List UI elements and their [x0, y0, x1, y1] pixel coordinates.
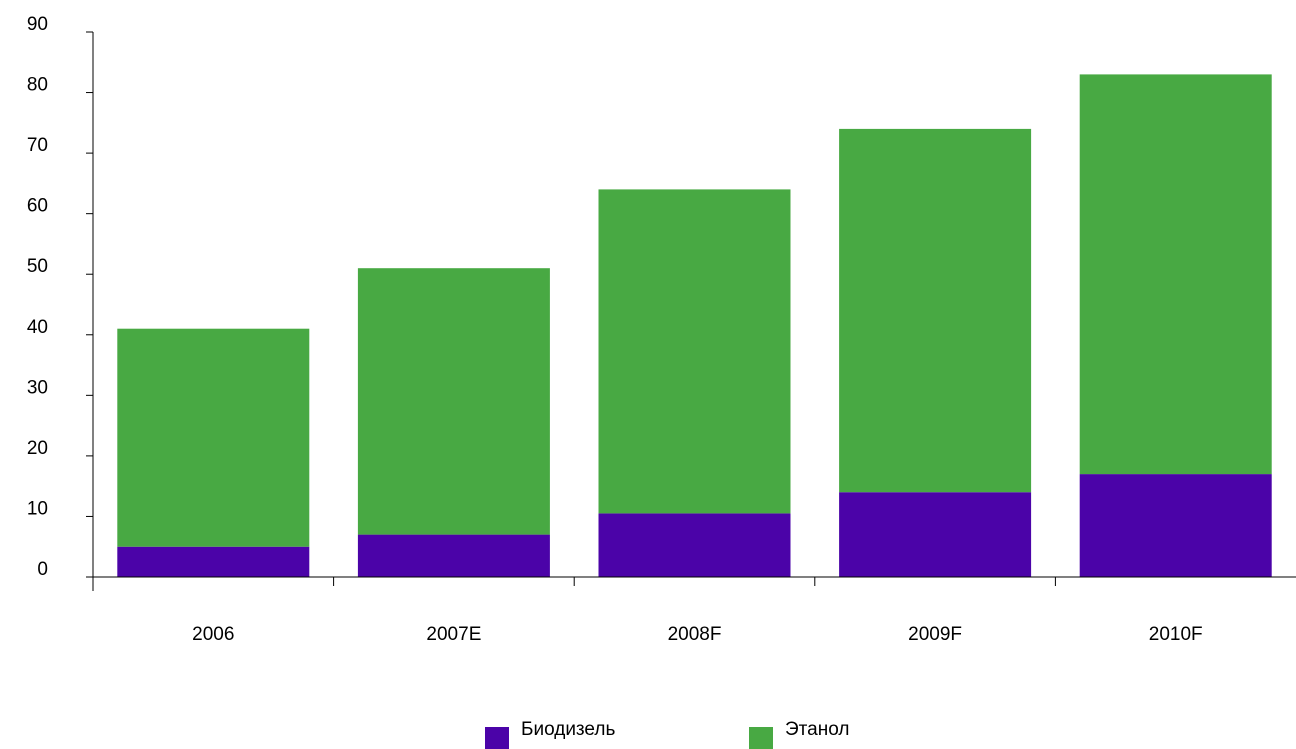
legend-label-ethanol: Этанол: [785, 719, 850, 740]
bars-group: [117, 74, 1272, 577]
axes-group: [86, 31, 1296, 591]
y-tick-label-70: 70: [27, 135, 48, 156]
legend: Биодизель Этанол: [0, 718, 1296, 749]
y-tick-label-40: 40: [27, 317, 48, 338]
y-tick-label-0: 0: [37, 559, 48, 580]
legend-item-biodiesel: Биодизель: [485, 718, 615, 749]
legend-item-ethanol: Этанол: [749, 718, 849, 749]
x-tick-labels: 2006 2007E 2008F 2009F 2010F: [192, 624, 1202, 645]
y-tick-label-90: 90: [27, 14, 48, 35]
bar-ethanol-2010F: [1079, 74, 1272, 475]
x-tick-label-2009F: 2009F: [908, 624, 962, 645]
bar-biodiesel-2007E: [357, 534, 550, 577]
y-tick-label-30: 30: [27, 377, 48, 398]
y-tick-label-10: 10: [27, 498, 48, 519]
bar-biodiesel-2010F: [1079, 474, 1272, 577]
bar-ethanol-2009F: [839, 128, 1032, 493]
y-tick-labels: 0 10 20 30 40 50 60 70 80 90: [27, 14, 48, 580]
bar-biodiesel-2009F: [839, 492, 1032, 577]
bar-ethanol-2008F: [598, 189, 791, 514]
bar-biodiesel-2006: [117, 546, 310, 577]
y-tick-label-50: 50: [27, 256, 48, 277]
x-tick-label-2008F: 2008F: [668, 624, 722, 645]
y-tick-label-20: 20: [27, 438, 48, 459]
x-tick-label-2010F: 2010F: [1149, 624, 1203, 645]
bar-biodiesel-2008F: [598, 513, 791, 577]
legend-swatch-ethanol: [749, 727, 773, 749]
x-tick-label-2006: 2006: [192, 624, 234, 645]
x-tick-label-2007E: 2007E: [426, 624, 481, 645]
bar-ethanol-2006: [117, 328, 310, 547]
y-tick-label-60: 60: [27, 196, 48, 217]
y-tick-label-80: 80: [27, 75, 48, 96]
bar-ethanol-2007E: [357, 268, 550, 535]
legend-swatch-biodiesel: [485, 727, 509, 749]
legend-label-biodiesel: Биодизель: [521, 719, 616, 740]
